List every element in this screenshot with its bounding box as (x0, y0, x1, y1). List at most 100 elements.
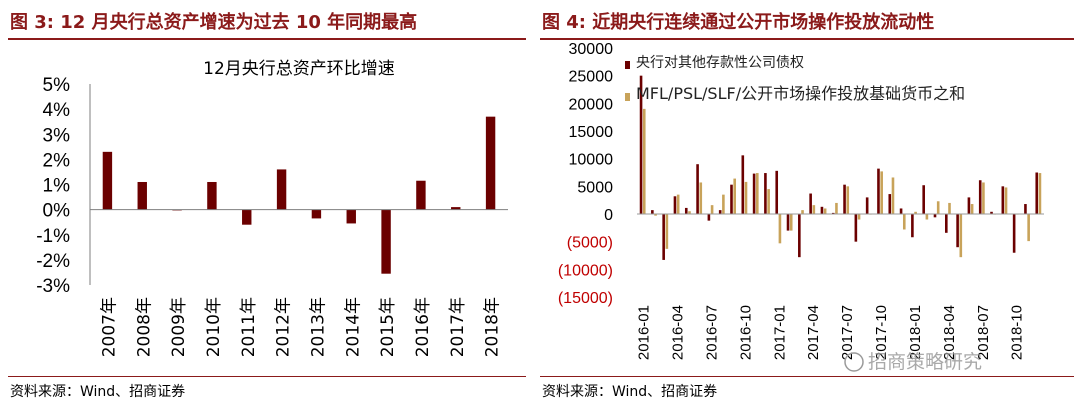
liquidity-operations-chart: 30000 25000 20000 15000 10000 5000 0 (5000) (100… (558, 41, 1044, 373)
series-bar (1024, 204, 1027, 214)
series-bar (948, 202, 951, 214)
series-bar (801, 210, 804, 214)
y-tick-label: 30000 (569, 41, 614, 58)
y-tick-label: 15000 (569, 124, 614, 141)
x-tick-label: 2018-10 (1009, 305, 1026, 360)
series-bar (865, 197, 869, 214)
x-tick-label: 2018-04 (941, 305, 958, 360)
series-bar (696, 164, 699, 214)
x-tick-label: 2016-04 (670, 305, 687, 360)
series-bar (676, 194, 680, 214)
bar (102, 151, 113, 210)
series-bar (809, 193, 812, 214)
bar (276, 169, 287, 210)
x-tick-label: 2016-01 (636, 305, 653, 360)
y-tick-label: (5000) (567, 235, 613, 252)
bar (381, 209, 391, 274)
series-bar (812, 205, 816, 214)
x-tick-label: 2015年 (378, 297, 398, 357)
series-bar (1035, 172, 1039, 214)
series-bar (665, 214, 669, 249)
legend-swatch (625, 93, 630, 101)
series-bar (642, 108, 646, 214)
y-tick-label: 10000 (569, 152, 614, 169)
x-tick-label: 2016-10 (737, 305, 754, 360)
series-bar (990, 211, 993, 214)
x-tick-label: 2017-07 (839, 305, 856, 360)
series-bar (1001, 186, 1005, 214)
x-tick-label: 2011年 (239, 297, 259, 357)
bar (207, 181, 217, 210)
series-bar (933, 214, 937, 218)
y-tick-label: 2% (43, 150, 71, 171)
series-bar (699, 182, 703, 214)
series-bar (789, 214, 793, 231)
legend-label: 央行对其他存款性公司债权 (636, 55, 804, 71)
series-bar (880, 171, 883, 214)
bar (416, 180, 426, 210)
series-bar (662, 214, 665, 260)
series-bar (899, 208, 903, 214)
figure-3-panel: 图 3: 12 月央行总资产增速为过去 10 年同期最高 12月央行总资产环比增… (0, 0, 532, 408)
series-bar (741, 155, 745, 214)
figure-3-source: 资料来源：Wind、招商证券 (10, 384, 186, 400)
figure-3-source-rule (8, 376, 526, 377)
series-bar (820, 206, 824, 214)
x-tick-label: 2018-07 (975, 305, 992, 360)
x-tick-label: 2007年 (99, 297, 119, 357)
x-tick-label: 2009年 (169, 297, 189, 357)
series-bar (922, 185, 925, 214)
series-bar (1038, 173, 1042, 214)
series-bar (888, 194, 892, 214)
x-tick-label: 2008年 (134, 297, 154, 357)
series-bar (982, 182, 985, 214)
series-bar (967, 197, 971, 214)
series-bar (936, 201, 940, 214)
y-tick-label: (10000) (558, 262, 613, 279)
series-bar (767, 189, 770, 214)
bar (137, 181, 147, 210)
series-bar (654, 214, 657, 216)
x-tick-label: 2017-01 (771, 305, 788, 360)
series-bar (891, 177, 895, 214)
series-bar (756, 173, 759, 214)
series-bar (956, 214, 959, 248)
series-bar (1004, 187, 1008, 214)
asset-growth-chart: 12月央行总资产环比增速 5% 4% 3% 2% 1% 0% -1% -2% -3% 2007年 20… (36, 59, 508, 357)
series-bar (877, 168, 880, 214)
series-bar (959, 214, 963, 258)
figure-4-title-rule (540, 38, 1074, 40)
y-tick-label: 0 (604, 207, 613, 224)
series-bar (846, 186, 850, 214)
series-bar (684, 207, 688, 214)
y-tick-label: 25000 (569, 69, 614, 86)
series-bar (710, 205, 714, 214)
x-tick-label: 2017-04 (805, 305, 822, 360)
series-bar (823, 208, 827, 214)
x-tick-label: 2018-01 (907, 305, 924, 360)
x-tick-label: 2014年 (343, 297, 363, 357)
series-bar (764, 173, 767, 214)
y-tick-label: 5000 (577, 179, 613, 196)
chart-title: 12月央行总资产环比增速 (203, 59, 395, 79)
x-tick-label: 2012年 (274, 297, 294, 357)
figure-4-source-rule (540, 376, 1074, 377)
series-bar (978, 180, 982, 214)
series-bar (1012, 214, 1016, 253)
y-tick-label: 20000 (569, 96, 614, 113)
series-bar (639, 75, 643, 214)
series-bar (911, 214, 914, 238)
series-bar (798, 214, 801, 258)
series-bar (775, 170, 779, 214)
series-bar (733, 178, 736, 214)
y-tick-label: 0% (43, 201, 71, 222)
series-bar (744, 181, 748, 214)
bar (311, 209, 322, 219)
series-bar (843, 184, 846, 214)
series-bar (651, 210, 654, 214)
legend-swatch (625, 61, 630, 69)
bar (242, 209, 252, 225)
bar (346, 209, 356, 224)
y-tick-label: 4% (43, 100, 71, 121)
x-tick-label: 2016-07 (703, 305, 720, 360)
